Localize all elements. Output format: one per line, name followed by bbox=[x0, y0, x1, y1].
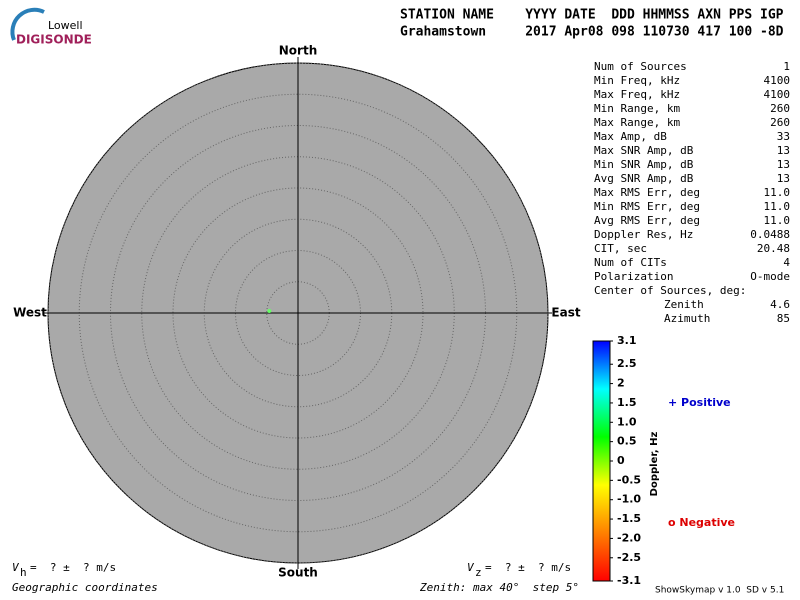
stat-label: Min SNR Amp, dB bbox=[594, 158, 694, 171]
stat-value: 13 bbox=[777, 158, 790, 171]
stat-value: 20.48 bbox=[757, 242, 790, 255]
colorbar: 3.1 2.5 2 1.5 1.0 0.5 0 -0.5 -1.0 -1.5 -2.0 -2.5 -3.… bbox=[592, 334, 735, 587]
stat-value: 11.0 bbox=[764, 200, 791, 213]
east-label: East bbox=[551, 306, 580, 320]
colorbar-tick-label: -2.5 bbox=[617, 551, 641, 564]
stat-label: Avg RMS Err, deg bbox=[594, 214, 700, 227]
stat-label: Max Amp, dB bbox=[594, 130, 667, 143]
header-values: Grahamstown 2017 Apr08 098 110730 417 10… bbox=[400, 25, 784, 40]
vz-text: = ? ± ? m/s bbox=[485, 561, 571, 574]
center-value: 4.6 bbox=[770, 298, 790, 311]
vh-text: = ? ± ? m/s bbox=[30, 561, 116, 574]
stat-label: Min RMS Err, deg bbox=[594, 200, 700, 213]
colorbar-tick-label: 0.5 bbox=[617, 435, 637, 448]
stat-value: 0.0488 bbox=[750, 228, 790, 241]
colorbar-fill bbox=[592, 340, 611, 582]
logo-arc bbox=[10, 7, 45, 41]
vz-symbol: V bbox=[467, 561, 475, 574]
stat-label: CIT, sec bbox=[594, 242, 647, 255]
center-label: Zenith bbox=[664, 298, 704, 311]
stat-value: 13 bbox=[777, 172, 790, 185]
west-label: West bbox=[13, 306, 47, 320]
stat-value: 13 bbox=[777, 144, 790, 157]
stat-label: Max SNR Amp, dB bbox=[594, 144, 694, 157]
colorbar-tick-label: -1.0 bbox=[617, 493, 641, 506]
stat-value: 4 bbox=[783, 256, 790, 269]
legend-positive: + Positive bbox=[668, 396, 731, 409]
vh-symbol: V bbox=[12, 561, 20, 574]
stat-label: Avg SNR Amp, dB bbox=[594, 172, 694, 185]
stat-label: Max Freq, kHz bbox=[594, 88, 680, 101]
stat-value: 260 bbox=[770, 116, 790, 129]
center-label: Azimuth bbox=[664, 312, 710, 325]
stat-label: Num of CITs bbox=[594, 256, 667, 269]
south-label: South bbox=[278, 566, 318, 580]
vz-sub: z bbox=[475, 566, 482, 579]
colorbar-label: Doppler, Hz bbox=[649, 432, 660, 497]
stat-value: 260 bbox=[770, 102, 790, 115]
colorbar-tick-label: 1.5 bbox=[617, 396, 637, 409]
stat-value: 4100 bbox=[764, 88, 791, 101]
center-title: Center of Sources, deg: bbox=[594, 284, 746, 297]
stat-label: Polarization bbox=[594, 270, 673, 283]
stat-value: O-mode bbox=[750, 270, 790, 283]
stat-value: 11.0 bbox=[764, 214, 791, 227]
stat-value: 11.0 bbox=[764, 186, 791, 199]
header-labels: STATION NAME YYYY DATE DDD HHMMSS AXN PP… bbox=[400, 8, 784, 23]
colorbar-tick-label: 1.0 bbox=[617, 415, 637, 428]
stat-label: Num of Sources bbox=[594, 60, 687, 73]
logo-top: Lowell bbox=[48, 19, 83, 32]
colorbar-tick-label: 2.5 bbox=[617, 357, 637, 370]
stats-table: Num of Sources 1 Min Freq, kHz 4100 Max Freq… bbox=[594, 60, 790, 325]
colorbar-tick-label: 0 bbox=[617, 454, 625, 467]
version: ShowSkymap v 1.0 SD v 5.1 bbox=[655, 586, 784, 596]
source-point bbox=[267, 308, 272, 313]
legend-negative: o Negative bbox=[668, 516, 735, 529]
stat-label: Max Range, km bbox=[594, 116, 680, 129]
stat-value: 4100 bbox=[764, 74, 791, 87]
colorbar-tick-label: -1.5 bbox=[617, 512, 641, 525]
colorbar-tick-label: 2 bbox=[617, 377, 625, 390]
stat-value: 1 bbox=[783, 60, 790, 73]
coords-note: Geographic coordinates bbox=[12, 581, 158, 594]
polar-plot: North South West East bbox=[13, 44, 581, 580]
stat-label: Min Freq, kHz bbox=[594, 74, 680, 87]
stat-label: Min Range, km bbox=[594, 102, 680, 115]
logo-main: DIGISONDE bbox=[16, 33, 92, 47]
colorbar-tick-label: -0.5 bbox=[617, 473, 641, 486]
colorbar-tick-label: 3.1 bbox=[617, 334, 637, 347]
vh-sub: h bbox=[20, 566, 27, 579]
stat-value: 33 bbox=[777, 130, 790, 143]
zenith-note: Zenith: max 40° step 5° bbox=[419, 581, 579, 594]
stat-label: Max RMS Err, deg bbox=[594, 186, 700, 199]
center-value: 85 bbox=[777, 312, 790, 325]
colorbar-tick-label: -3.1 bbox=[617, 574, 641, 587]
north-label: North bbox=[279, 44, 317, 58]
colorbar-tick-label: -2.0 bbox=[617, 531, 641, 544]
stat-label: Doppler Res, Hz bbox=[594, 228, 693, 241]
